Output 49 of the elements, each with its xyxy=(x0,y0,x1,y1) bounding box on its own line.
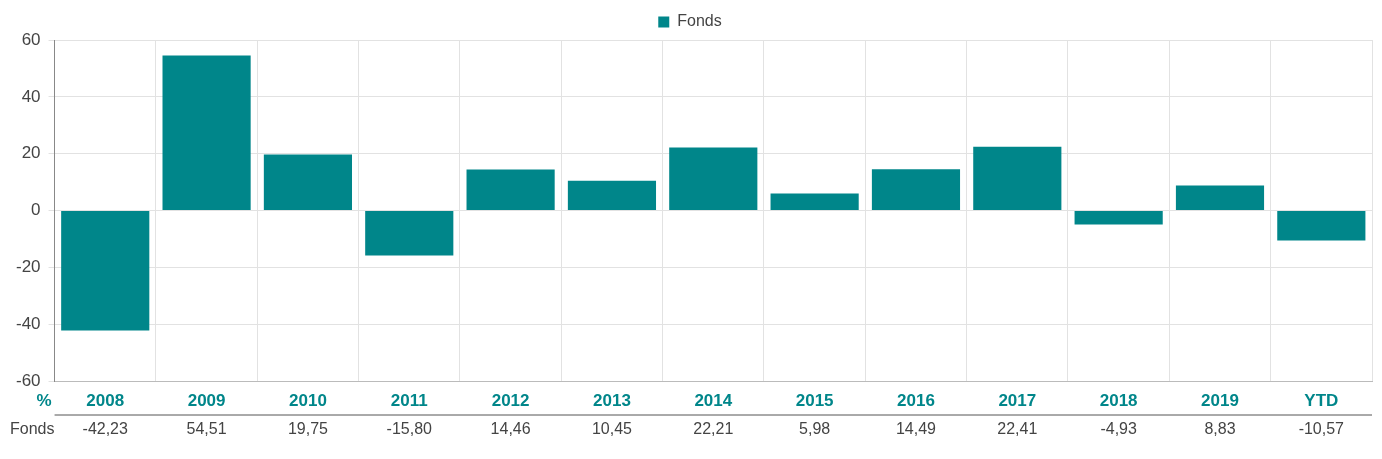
bar xyxy=(770,193,859,210)
x-tick-label: 2012 xyxy=(491,390,530,410)
y-tick-label: 0 xyxy=(31,200,41,220)
y-tick-label: 40 xyxy=(21,86,41,106)
x-tick-label: 2013 xyxy=(593,390,631,410)
x-tick-label: 2009 xyxy=(187,390,226,410)
y-tick-label: -60 xyxy=(15,370,41,390)
data-label: 14,49 xyxy=(895,420,937,438)
y-tick-label: -20 xyxy=(15,257,41,277)
y-tick-label: -40 xyxy=(15,313,41,333)
x-tick-label: 2008 xyxy=(86,390,125,410)
bar xyxy=(871,169,961,210)
x-tick-label: 2011 xyxy=(390,390,428,410)
data-label: 54,51 xyxy=(186,420,227,438)
data-label: 10,45 xyxy=(591,420,633,438)
y-tick-label: 60 xyxy=(21,29,41,49)
bar xyxy=(567,180,657,210)
bar xyxy=(365,211,454,256)
x-tick-label: YTD xyxy=(1304,390,1339,410)
data-label: 22,21 xyxy=(693,420,734,438)
data-label: -10,57 xyxy=(1298,420,1345,438)
data-label: 19,75 xyxy=(287,420,329,438)
x-tick-label: 2015 xyxy=(795,390,834,410)
data-label: -42,23 xyxy=(82,420,129,438)
data-label: 14,46 xyxy=(490,420,531,438)
bar xyxy=(973,146,1062,210)
bar xyxy=(263,154,353,210)
x-tick-label: 2017 xyxy=(998,390,1037,410)
bar xyxy=(1074,211,1163,225)
bar xyxy=(669,147,758,210)
text: Fonds xyxy=(10,420,55,438)
data-label: -4,93 xyxy=(1100,420,1137,438)
x-tick-label: 2019 xyxy=(1201,390,1239,410)
y-tick-label: 20 xyxy=(21,143,41,163)
y-axis-title: % xyxy=(36,390,52,410)
bar xyxy=(1175,185,1265,210)
x-tick-label: 2014 xyxy=(694,390,733,410)
bar xyxy=(1277,211,1366,241)
bar xyxy=(466,169,555,210)
data-label: 22,41 xyxy=(997,420,1038,438)
x-tick-label: 2018 xyxy=(1099,390,1138,410)
x-tick-label: 2010 xyxy=(289,390,327,410)
data-label: -15,80 xyxy=(386,420,433,438)
legend-label: Fonds xyxy=(677,12,722,30)
data-label: 8,83 xyxy=(1204,420,1236,438)
bar xyxy=(61,211,150,331)
data-label: 5,98 xyxy=(799,420,831,438)
x-tick-label: 2016 xyxy=(897,390,935,410)
bar xyxy=(162,55,251,210)
